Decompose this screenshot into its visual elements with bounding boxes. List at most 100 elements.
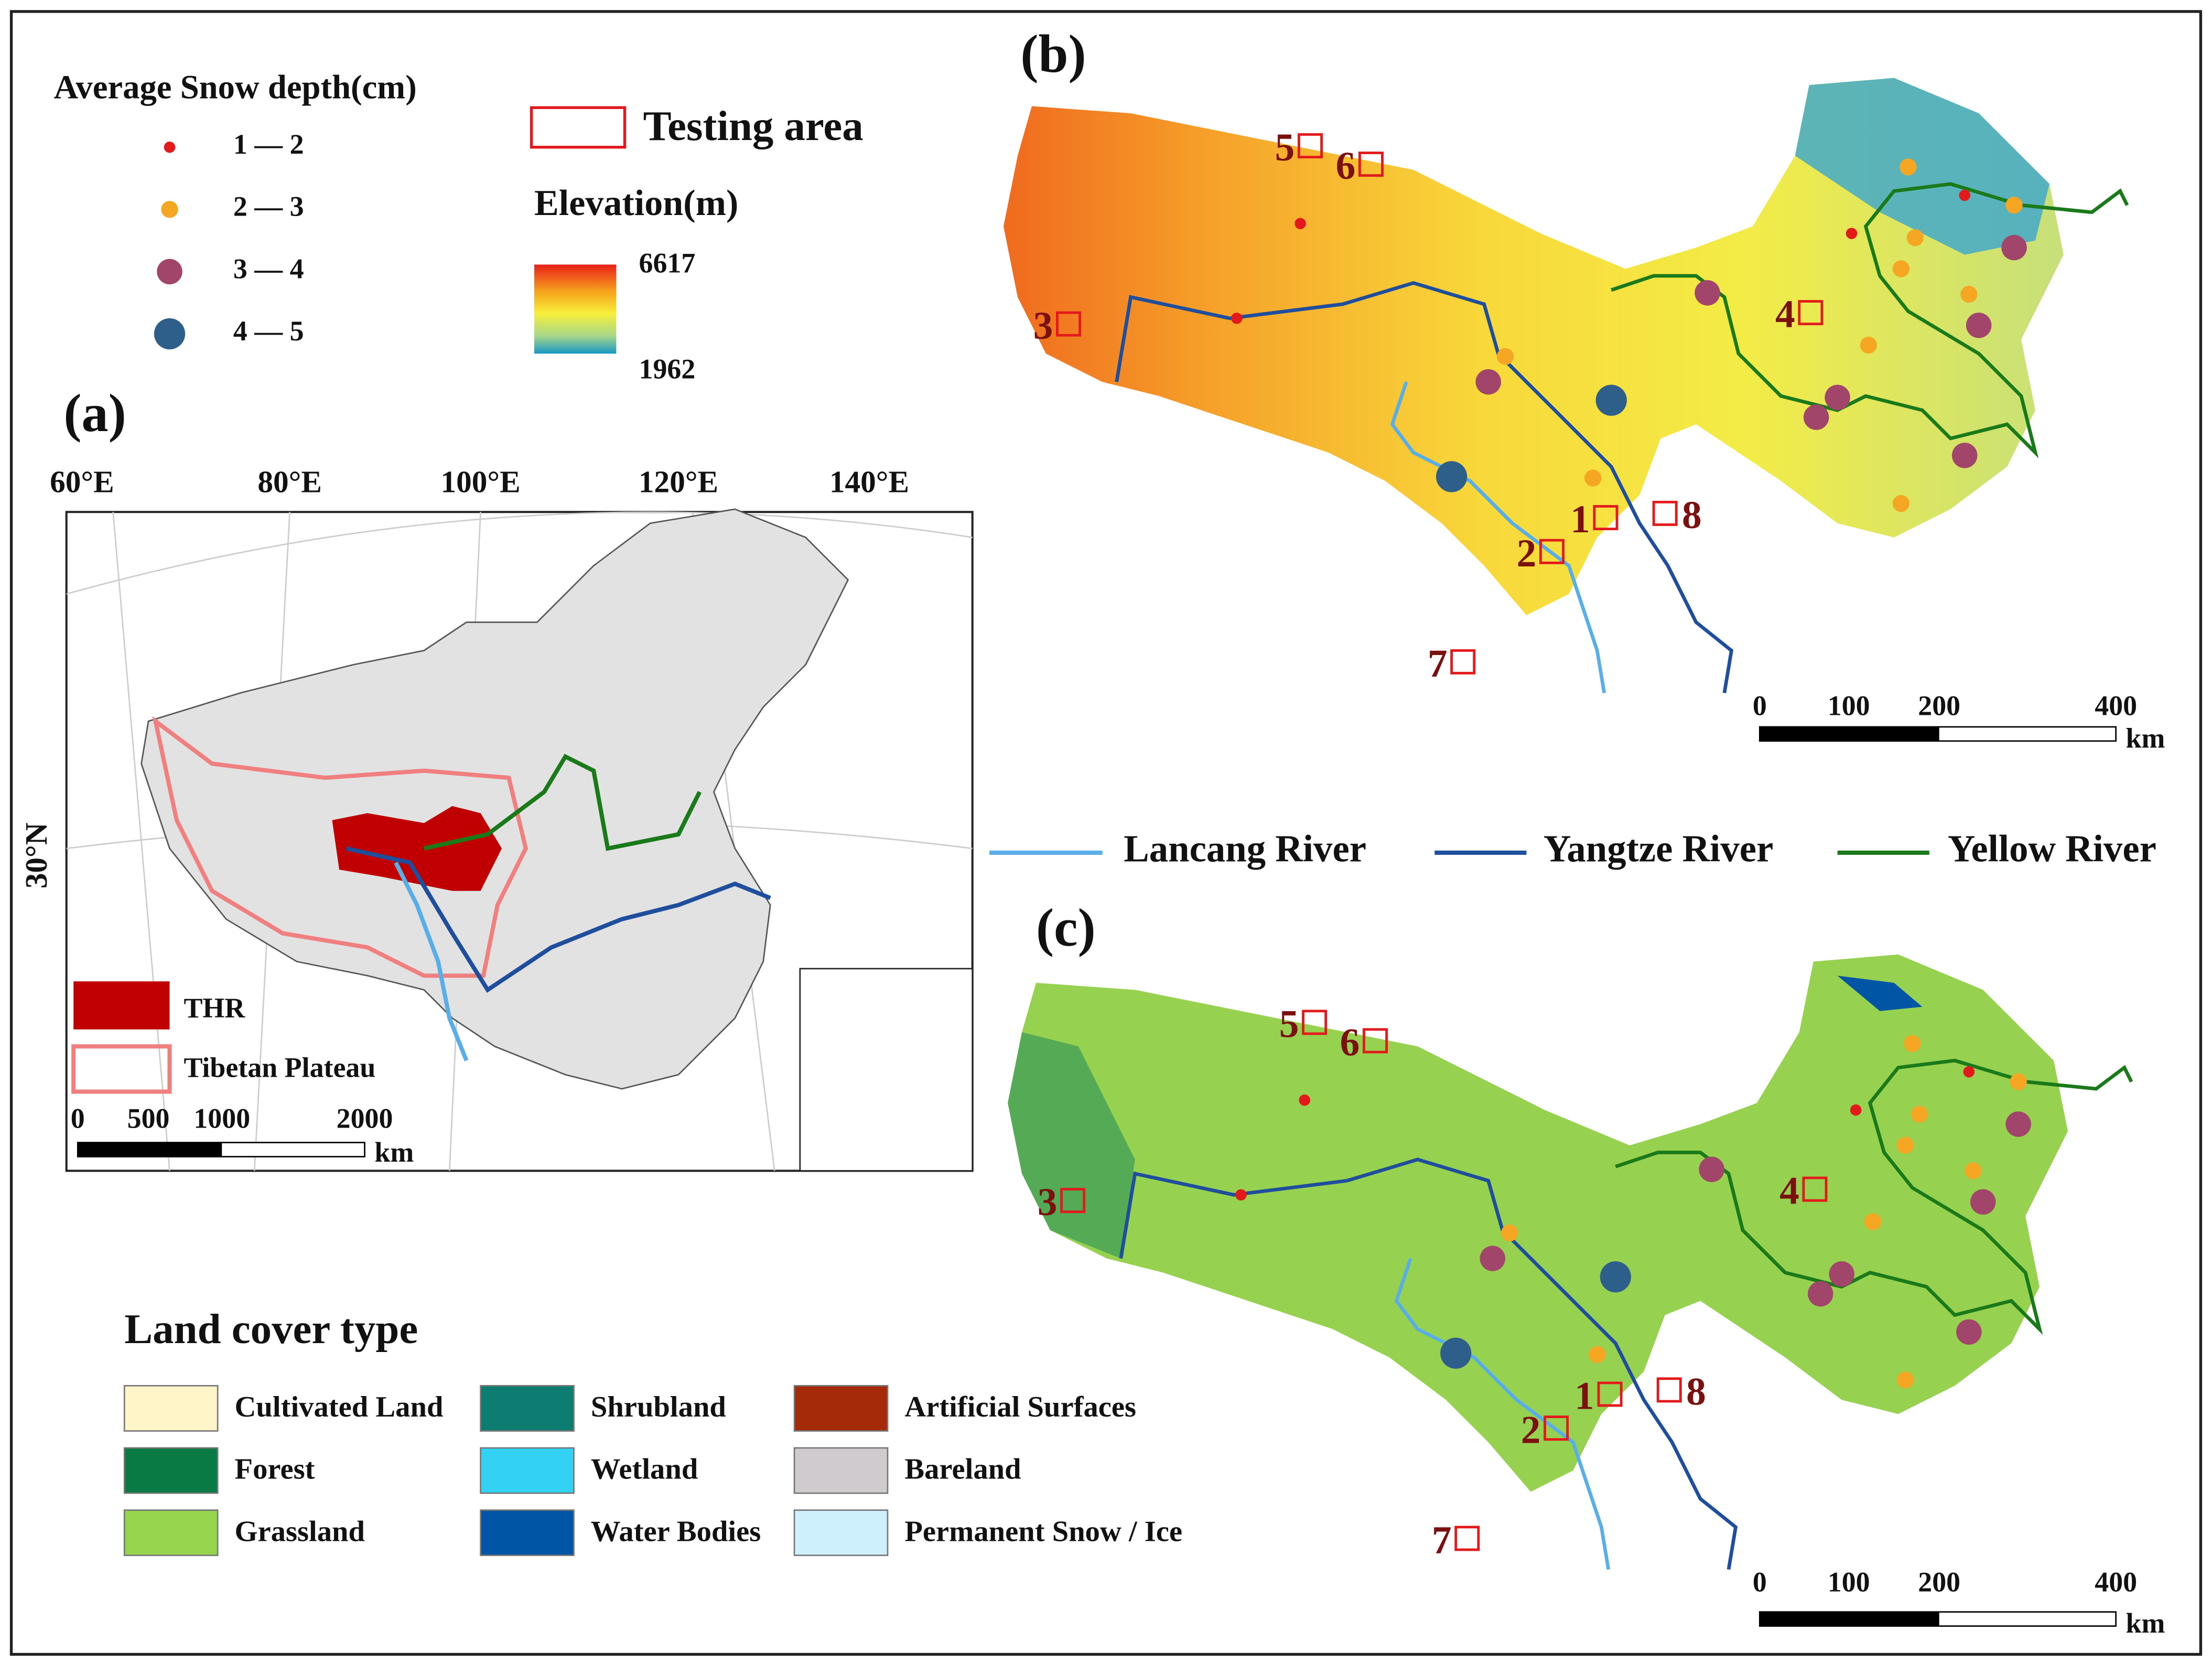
yangtze-river bbox=[1115, 281, 1734, 693]
snow-legend-symbol bbox=[161, 201, 178, 218]
snow-site bbox=[2005, 197, 2023, 214]
river bbox=[346, 846, 771, 993]
elevation-ramp bbox=[534, 264, 617, 354]
panel-label: (a) bbox=[63, 384, 126, 443]
forest-area bbox=[1008, 1032, 1135, 1259]
longitude-label: 100°E bbox=[440, 465, 520, 499]
site-label: 1 bbox=[1570, 498, 1590, 541]
snow-site bbox=[1496, 348, 1514, 365]
scale-label: 200 bbox=[1918, 1567, 1960, 1598]
scale-label: 400 bbox=[2095, 690, 2137, 721]
snow-site bbox=[2005, 1111, 2031, 1137]
snow-site bbox=[1850, 1104, 1862, 1116]
thr-region bbox=[332, 806, 502, 891]
testing-area bbox=[1358, 152, 1384, 177]
elevation-title: Elevation(m) bbox=[534, 183, 738, 223]
land-cover-label: Artificial Surfaces bbox=[904, 1391, 1136, 1423]
land-cover-swatch bbox=[793, 1385, 889, 1432]
lancang-river bbox=[1394, 1258, 1611, 1570]
land-cover-label: Shrubland bbox=[591, 1391, 726, 1423]
snow-site bbox=[1966, 313, 1992, 338]
snow-site bbox=[1231, 313, 1243, 324]
land-cover-label: Forest bbox=[235, 1453, 315, 1486]
snow-site bbox=[1825, 384, 1850, 411]
snow-site bbox=[1475, 369, 1501, 395]
site-label: 5 bbox=[1279, 1003, 1299, 1046]
snow-site bbox=[1480, 1246, 1506, 1271]
panel-a-map bbox=[65, 508, 974, 1172]
land-cover-swatch bbox=[793, 1447, 889, 1494]
graticule bbox=[112, 512, 170, 1171]
snow-legend-label: 3 — 4 bbox=[233, 253, 304, 284]
snow-legend-symbol bbox=[164, 141, 176, 153]
snow-site bbox=[1600, 1261, 1632, 1293]
elevation-max: 6617 bbox=[639, 248, 696, 279]
frame bbox=[9, 10, 2203, 1656]
snow-site bbox=[1896, 1136, 1914, 1154]
site-label: 3 bbox=[1038, 1181, 1058, 1224]
site-label: 8 bbox=[1682, 493, 1702, 537]
site-label: 6 bbox=[1340, 1021, 1360, 1065]
snow-site bbox=[1294, 218, 1306, 230]
river bbox=[423, 754, 702, 851]
snow-site bbox=[1965, 1162, 1982, 1179]
snow-site bbox=[1860, 336, 1877, 354]
scale-label: 200 bbox=[1918, 690, 1960, 721]
legend-label: THR bbox=[184, 992, 245, 1024]
snow-site bbox=[1695, 280, 1720, 306]
land-cover-swatch bbox=[123, 1447, 219, 1494]
testing-area bbox=[1544, 1415, 1569, 1441]
snow-site bbox=[1595, 384, 1627, 416]
site-label: 8 bbox=[1686, 1370, 1706, 1413]
panel-label: (c) bbox=[1036, 898, 1096, 958]
snow-site bbox=[2001, 234, 2027, 261]
site-label: 3 bbox=[1033, 304, 1053, 348]
testing-area bbox=[1056, 311, 1082, 337]
testing-area bbox=[1060, 1188, 1086, 1214]
water-body bbox=[1837, 975, 1923, 1011]
scale-label: 1000 bbox=[193, 1103, 250, 1134]
yellow-river bbox=[1611, 182, 2129, 458]
snow-site bbox=[1951, 443, 1978, 468]
site-label: 4 bbox=[1779, 1170, 1799, 1213]
snow-site bbox=[1896, 1371, 1914, 1389]
snow-site bbox=[1584, 469, 1602, 487]
snow-legend-title: Average Snow depth(cm) bbox=[53, 68, 416, 106]
testing-area bbox=[1363, 1028, 1388, 1054]
longitude-label: 140°E bbox=[829, 465, 909, 499]
thr-region bbox=[1008, 954, 2068, 1492]
panel-c-map: 123 45 678 bbox=[1008, 954, 2133, 1570]
river bbox=[394, 862, 469, 1061]
testing-area bbox=[1298, 133, 1323, 159]
snow-site bbox=[1963, 1066, 1975, 1078]
legend-label: Tibetan Plateau bbox=[184, 1052, 375, 1083]
snow-site bbox=[1900, 158, 1917, 176]
longitude-label: 80°E bbox=[257, 465, 322, 499]
snow-site bbox=[1501, 1224, 1518, 1242]
tibetan-plateau bbox=[152, 716, 528, 978]
site-label: 1 bbox=[1574, 1375, 1594, 1418]
land-cover-swatch bbox=[480, 1447, 575, 1494]
snow-site bbox=[1235, 1189, 1247, 1201]
snow-site bbox=[1959, 189, 1971, 201]
snow-site bbox=[1829, 1261, 1854, 1287]
lancang-river bbox=[1390, 381, 1606, 693]
snow-site bbox=[1904, 1035, 1921, 1053]
testing-area bbox=[1593, 505, 1618, 531]
snow-legend-label: 2 — 3 bbox=[233, 191, 304, 222]
graticule bbox=[66, 511, 973, 595]
land-cover-label: Bareland bbox=[904, 1453, 1021, 1486]
testing-area-symbol bbox=[530, 106, 627, 149]
land-cover-label: Wetland bbox=[591, 1453, 698, 1486]
snow-legend-label: 4 — 5 bbox=[233, 315, 304, 347]
testing-area bbox=[1450, 649, 1476, 674]
scale-label: 2000 bbox=[337, 1103, 393, 1134]
high-plateau bbox=[1795, 78, 2049, 255]
snow-site bbox=[1299, 1094, 1311, 1106]
yangtze-river bbox=[1119, 1157, 1738, 1570]
snow-site bbox=[1864, 1213, 1882, 1230]
testing-area bbox=[1802, 1176, 1828, 1202]
tp-legend-symbol bbox=[71, 1044, 172, 1094]
longitude-label: 120°E bbox=[639, 465, 718, 499]
